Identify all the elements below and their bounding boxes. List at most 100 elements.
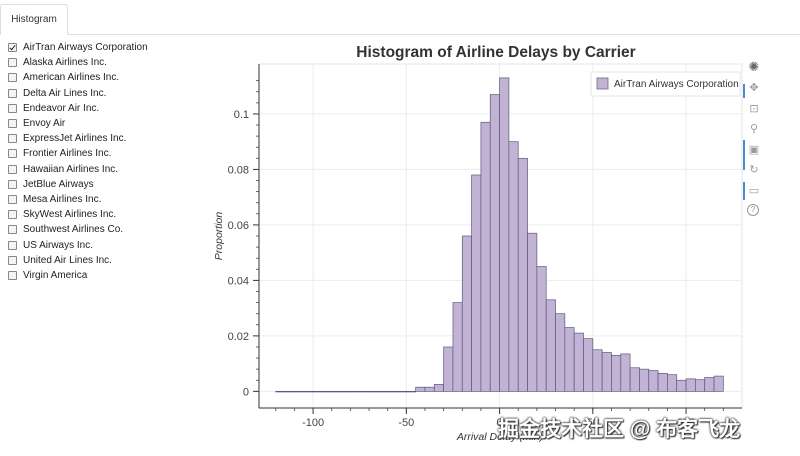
active-tool-indicator bbox=[743, 182, 745, 200]
carrier-label: Envoy Air bbox=[23, 118, 66, 130]
axes: 0 0.02 0.04 0.06 0.08 0.1 -100 -50 0 50 100 bbox=[228, 64, 742, 429]
carrier-option[interactable]: JetBlue Airways bbox=[8, 177, 208, 192]
carrier-label: Alaska Airlines Inc. bbox=[23, 57, 107, 69]
carrier-option[interactable]: American Airlines Inc. bbox=[8, 70, 208, 85]
chart-toolbar: ✺ ✥ ⊡ ⚲ ▣ ↻ ▭? bbox=[743, 59, 765, 230]
carrier-option[interactable]: SkyWest Airlines Inc. bbox=[8, 207, 208, 222]
carrier-option[interactable]: Alaska Airlines Inc. bbox=[8, 55, 208, 70]
legend-swatch bbox=[596, 77, 609, 90]
watermark-text: 掘金技术社区 @ 布客飞龙 bbox=[498, 418, 741, 441]
bokeh-logo-icon[interactable]: ✺ bbox=[748, 59, 760, 74]
histogram-bar bbox=[545, 299, 556, 392]
carrier-option[interactable]: AirTran Airways Corporation bbox=[8, 40, 208, 55]
carrier-checkbox[interactable] bbox=[8, 210, 17, 220]
carrier-option[interactable]: Southwest Airlines Co. bbox=[8, 222, 208, 237]
y-tick-label: 0 bbox=[243, 386, 249, 398]
carrier-checkbox[interactable] bbox=[8, 134, 17, 144]
carrier-checkbox[interactable] bbox=[8, 225, 17, 235]
carrier-checkbox[interactable] bbox=[8, 119, 17, 129]
histogram-bar bbox=[536, 266, 547, 392]
tab-bar: Histogram bbox=[0, 0, 800, 35]
histogram-bar bbox=[639, 368, 650, 392]
histogram-bar bbox=[657, 372, 668, 392]
y-tick-label: 0.06 bbox=[228, 220, 249, 232]
carrier-option[interactable]: Frontier Airlines Inc. bbox=[8, 146, 208, 161]
histogram-bar bbox=[713, 375, 724, 392]
carrier-label: Endeavor Air Inc. bbox=[23, 102, 100, 114]
active-tool-indicator bbox=[743, 84, 745, 98]
x-tick-label: 50 bbox=[587, 417, 599, 429]
carrier-label: American Airlines Inc. bbox=[23, 72, 120, 84]
carrier-option[interactable]: Hawaiian Airlines Inc. bbox=[8, 162, 208, 177]
histogram-bar bbox=[489, 94, 500, 392]
pan-icon[interactable]: ✥ bbox=[749, 82, 759, 94]
carrier-label: AirTran Airways Corporation bbox=[23, 42, 148, 54]
histogram-bar bbox=[573, 332, 584, 392]
hover-icon[interactable]: ▭ bbox=[748, 184, 760, 197]
histogram-bar bbox=[368, 391, 379, 393]
carrier-checkbox[interactable] bbox=[8, 179, 17, 189]
histogram-bar bbox=[452, 302, 463, 392]
carrier-checkbox[interactable] bbox=[8, 43, 17, 53]
carrier-checkbox[interactable] bbox=[8, 58, 17, 68]
carrier-checkbox[interactable] bbox=[8, 164, 17, 174]
save-icon[interactable]: ▣ bbox=[748, 143, 760, 156]
histogram-bar bbox=[396, 391, 407, 393]
histogram-bar bbox=[611, 354, 622, 392]
carrier-label: United Air Lines Inc. bbox=[23, 254, 112, 266]
carrier-checkbox-group: AirTran Airways Corporation Alaska Airlin… bbox=[8, 40, 208, 283]
carrier-checkbox[interactable] bbox=[8, 270, 17, 280]
carrier-label: Frontier Airlines Inc. bbox=[23, 148, 112, 160]
carrier-option[interactable]: Delta Air Lines Inc. bbox=[8, 86, 208, 101]
carrier-checkbox[interactable] bbox=[8, 240, 17, 250]
y-tick-label: 0.08 bbox=[228, 164, 249, 176]
histogram-bar bbox=[564, 327, 575, 392]
x-tick-label: 0 bbox=[497, 417, 503, 429]
carrier-option[interactable]: Mesa Airlines Inc. bbox=[8, 192, 208, 207]
legend[interactable]: AirTran Airways Corporation bbox=[590, 71, 741, 97]
histogram-bar bbox=[685, 378, 696, 392]
histogram-bar bbox=[704, 377, 715, 392]
histogram-bar bbox=[405, 391, 416, 393]
histogram-bar bbox=[583, 338, 594, 392]
help-icon[interactable]: ? bbox=[747, 203, 759, 216]
carrier-label: JetBlue Airways bbox=[23, 178, 94, 190]
histogram-bar bbox=[601, 352, 612, 392]
active-tool-indicator bbox=[743, 140, 745, 170]
carrier-checkbox[interactable] bbox=[8, 73, 17, 83]
histogram-bar bbox=[695, 379, 706, 392]
carrier-checkbox[interactable] bbox=[8, 194, 17, 204]
carrier-option[interactable]: ExpressJet Airlines Inc. bbox=[8, 131, 208, 146]
carrier-option[interactable]: US Airways Inc. bbox=[8, 237, 208, 252]
carrier-checkbox[interactable] bbox=[8, 103, 17, 113]
histogram-bar bbox=[443, 346, 454, 392]
carrier-label: ExpressJet Airlines Inc. bbox=[23, 133, 127, 145]
reset-icon[interactable]: ↻ bbox=[749, 164, 759, 176]
y-tick-label: 0.04 bbox=[228, 275, 249, 287]
histogram-bar bbox=[284, 391, 295, 393]
x-tick-label: 100 bbox=[677, 417, 695, 429]
histogram-bar bbox=[350, 391, 361, 393]
histogram-bar bbox=[387, 391, 398, 393]
carrier-option[interactable]: Virgin America bbox=[8, 268, 208, 283]
carrier-checkbox[interactable] bbox=[8, 88, 17, 98]
histogram-bar bbox=[322, 391, 333, 393]
histogram-bar bbox=[676, 379, 687, 392]
histogram-bar bbox=[359, 391, 370, 393]
carrier-label: Mesa Airlines Inc. bbox=[23, 193, 102, 205]
histogram-bar bbox=[620, 353, 631, 392]
y-tick-label: 0.1 bbox=[234, 109, 249, 121]
carrier-option[interactable]: Envoy Air bbox=[8, 116, 208, 131]
carrier-option[interactable]: Endeavor Air Inc. bbox=[8, 101, 208, 116]
carrier-checkbox[interactable] bbox=[8, 149, 17, 159]
histogram-bar bbox=[275, 391, 286, 393]
box-zoom-icon[interactable]: ⊡ bbox=[749, 102, 759, 115]
carrier-option[interactable]: United Air Lines Inc. bbox=[8, 253, 208, 268]
histogram-bar bbox=[480, 121, 491, 392]
legend-box bbox=[590, 71, 741, 97]
carrier-checkbox[interactable] bbox=[8, 255, 17, 265]
wheel-zoom-icon[interactable]: ⚲ bbox=[749, 123, 759, 135]
tab-histogram[interactable]: Histogram bbox=[0, 4, 68, 35]
histogram-bar bbox=[667, 374, 678, 392]
